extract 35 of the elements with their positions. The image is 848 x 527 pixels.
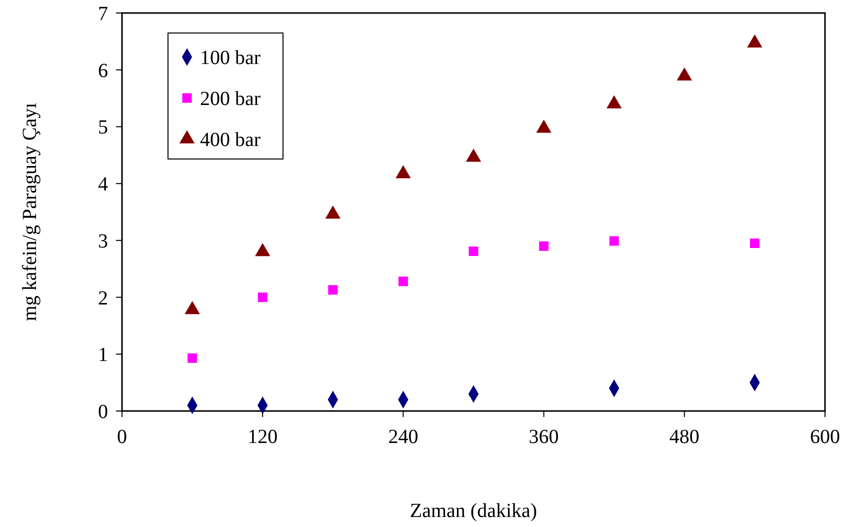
x-tick-label: 120 xyxy=(248,426,278,448)
point xyxy=(398,276,408,286)
y-axis-title: mg kafein/g Paraguay Çayı xyxy=(19,102,41,322)
y-tick-label: 0 xyxy=(98,401,108,423)
point xyxy=(328,285,338,295)
y-tick-label: 1 xyxy=(98,344,108,366)
point xyxy=(466,148,482,162)
y-tick-label: 6 xyxy=(98,60,108,82)
point xyxy=(188,353,198,363)
point xyxy=(258,292,268,302)
point xyxy=(609,236,619,246)
point xyxy=(539,241,549,251)
x-axis-title: Zaman (dakika) xyxy=(410,500,538,522)
y-tick-label: 7 xyxy=(98,3,108,25)
y-tick-label: 2 xyxy=(98,287,108,310)
point xyxy=(396,165,411,178)
legend-label: 200 bar xyxy=(200,88,261,110)
point xyxy=(255,243,270,256)
x-tick-label: 360 xyxy=(528,426,559,448)
legend-label: 100 bar xyxy=(200,47,261,69)
point xyxy=(750,238,760,248)
y-tick-label: 4 xyxy=(98,174,108,196)
point xyxy=(536,120,552,133)
point xyxy=(325,206,340,219)
x-tick-label: 0 xyxy=(117,426,127,448)
point xyxy=(747,34,762,48)
x-tick-label: 240 xyxy=(388,426,418,448)
y-tick-label: 3 xyxy=(98,230,108,252)
x-tick-label: 480 xyxy=(669,426,700,448)
x-tick-label: 600 xyxy=(810,426,840,448)
point xyxy=(676,67,692,80)
point xyxy=(606,95,622,108)
y-tick-label: 5 xyxy=(98,116,108,139)
point xyxy=(468,246,478,256)
legend-label: 400 bar xyxy=(200,129,261,151)
